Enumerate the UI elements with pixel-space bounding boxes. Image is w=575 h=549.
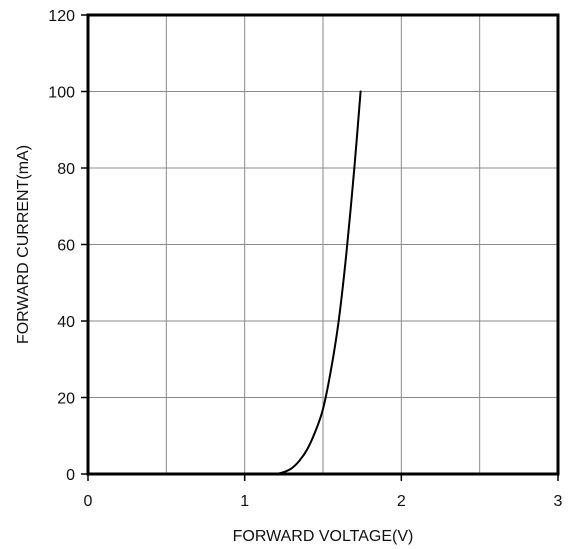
curve-data-point — [354, 167, 356, 169]
x-tick-label: 1 — [240, 493, 249, 510]
curve-data-point — [330, 370, 332, 372]
curve-data-point — [338, 320, 340, 322]
curve-data-point — [291, 467, 293, 469]
x-axis-title: FORWARD VOLTAGE(V) — [233, 528, 414, 545]
y-tick-label: 60 — [57, 238, 75, 255]
y-axis-title: FORWARD CURRENT(mA) — [15, 145, 32, 344]
y-tick-label: 20 — [57, 391, 75, 408]
curve-layer — [275, 91, 361, 475]
forward-current-curve — [276, 92, 361, 475]
y-tick-label: 40 — [57, 314, 75, 331]
curve-data-point — [299, 460, 301, 462]
curve-data-point — [360, 91, 362, 93]
curve-data-point — [314, 431, 316, 433]
x-tick-label: 2 — [397, 493, 406, 510]
curve-data-point — [307, 448, 309, 450]
y-tick-label: 80 — [57, 161, 75, 178]
x-tick-label: 0 — [84, 493, 93, 510]
tick-layer: 0 1 2 3 0 20 40 60 80 100 120 — [48, 8, 562, 510]
y-tick-label: 0 — [66, 467, 75, 484]
y-tick-label: 120 — [48, 8, 75, 25]
curve-data-point — [322, 408, 324, 410]
y-tick-label: 100 — [48, 85, 75, 102]
x-tick-label: 3 — [554, 493, 563, 510]
curve-data-point — [346, 251, 348, 253]
